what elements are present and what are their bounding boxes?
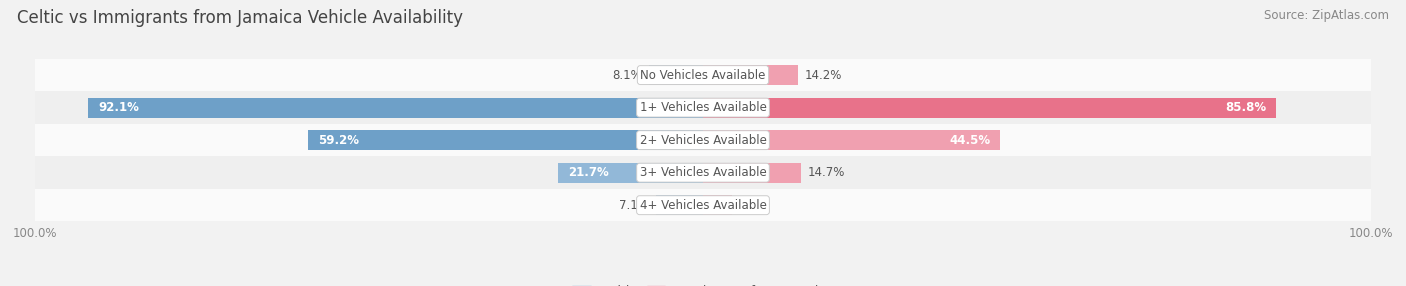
- Bar: [703, 98, 1277, 118]
- Bar: [703, 162, 801, 183]
- Bar: [650, 65, 703, 85]
- Text: Source: ZipAtlas.com: Source: ZipAtlas.com: [1264, 9, 1389, 21]
- Bar: [703, 65, 797, 85]
- Bar: [1, 156, 1405, 189]
- Text: 7.1%: 7.1%: [619, 199, 650, 212]
- Text: 14.2%: 14.2%: [804, 69, 842, 82]
- Text: No Vehicles Available: No Vehicles Available: [640, 69, 766, 82]
- Text: 2+ Vehicles Available: 2+ Vehicles Available: [640, 134, 766, 147]
- Text: 85.8%: 85.8%: [1225, 101, 1265, 114]
- Bar: [1, 124, 1405, 156]
- Bar: [703, 195, 733, 215]
- Text: 1+ Vehicles Available: 1+ Vehicles Available: [640, 101, 766, 114]
- Bar: [89, 98, 703, 118]
- Text: 14.7%: 14.7%: [808, 166, 845, 179]
- Text: 4+ Vehicles Available: 4+ Vehicles Available: [640, 199, 766, 212]
- Text: 59.2%: 59.2%: [318, 134, 359, 147]
- Bar: [558, 162, 703, 183]
- Text: 44.5%: 44.5%: [949, 134, 990, 147]
- Bar: [1, 59, 1405, 91]
- Bar: [308, 130, 703, 150]
- Text: 3+ Vehicles Available: 3+ Vehicles Available: [640, 166, 766, 179]
- Text: 92.1%: 92.1%: [98, 101, 139, 114]
- Text: 21.7%: 21.7%: [568, 166, 609, 179]
- Bar: [703, 130, 1000, 150]
- Text: 4.4%: 4.4%: [740, 199, 769, 212]
- Bar: [1, 189, 1405, 221]
- Bar: [655, 195, 703, 215]
- Legend: Celtic, Immigrants from Jamaica: Celtic, Immigrants from Jamaica: [568, 280, 838, 286]
- Bar: [1, 91, 1405, 124]
- Text: Celtic vs Immigrants from Jamaica Vehicle Availability: Celtic vs Immigrants from Jamaica Vehicl…: [17, 9, 463, 27]
- Text: 8.1%: 8.1%: [613, 69, 643, 82]
